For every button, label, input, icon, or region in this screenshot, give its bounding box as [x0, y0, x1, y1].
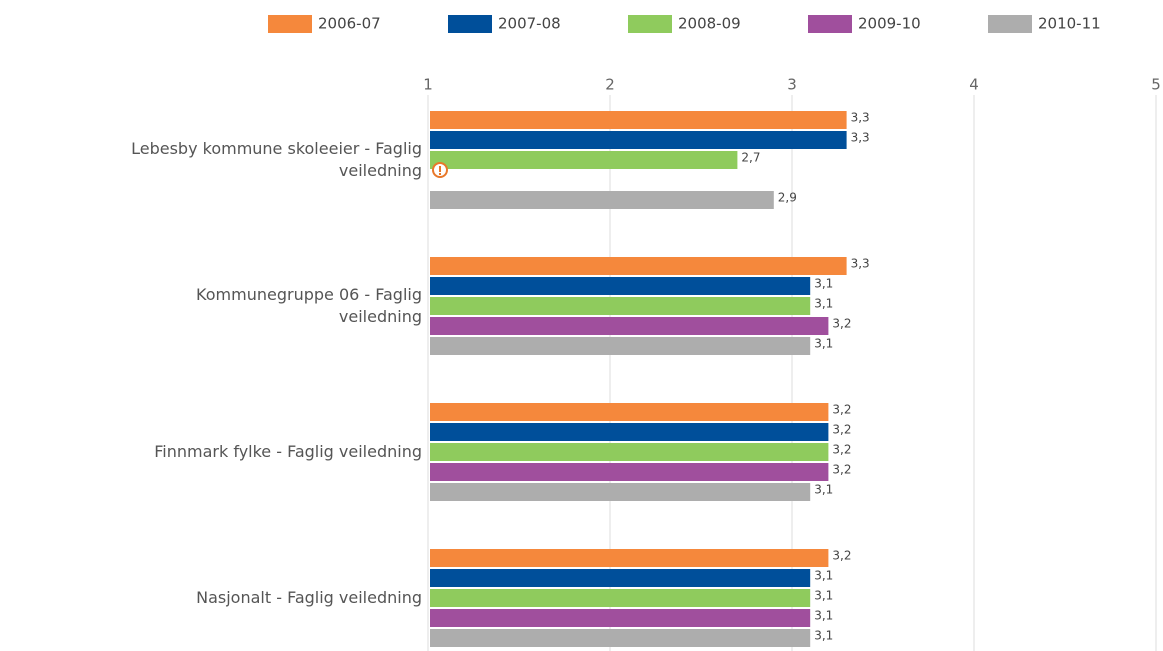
legend-swatch: [988, 15, 1032, 33]
bar: [430, 629, 811, 647]
warning-dot: [439, 173, 441, 175]
bar: [430, 151, 738, 169]
legend-swatch: [268, 15, 312, 33]
value-label: 3,2: [832, 463, 851, 477]
bar: [430, 463, 829, 481]
x-tick-label: 3: [787, 76, 797, 94]
bar: [430, 589, 811, 607]
category-label: Finnmark fylke - Faglig veiledning: [154, 442, 422, 461]
value-label: 3,2: [832, 317, 851, 331]
value-label: 3,2: [832, 423, 851, 437]
legend-label: 2006-07: [318, 15, 381, 33]
x-tick-label: 4: [969, 76, 979, 94]
bar: [430, 111, 847, 129]
bar: [430, 403, 829, 421]
legend-swatch: [808, 15, 852, 33]
legend-label: 2008-09: [678, 15, 741, 33]
warning-icon: [432, 162, 448, 178]
legend-swatch: [628, 15, 672, 33]
value-label: 3,3: [851, 131, 870, 145]
x-tick-label: 2: [605, 76, 615, 94]
bar: [430, 191, 774, 209]
value-label: 3,2: [832, 443, 851, 457]
value-label: 3,1: [814, 483, 833, 497]
category-label: Lebesby kommune skoleeier - Faglig veile…: [131, 139, 422, 180]
category-label: Nasjonalt - Faglig veiledning: [196, 588, 422, 607]
bar: [430, 257, 847, 275]
bar: [430, 317, 829, 335]
value-label: 2,7: [741, 151, 760, 165]
value-label: 3,1: [814, 589, 833, 603]
value-label: 3,3: [851, 257, 870, 271]
category-label: Kommunegruppe 06 - Faglig veiledning: [196, 285, 422, 326]
legend-swatch: [448, 15, 492, 33]
value-label: 3,1: [814, 629, 833, 643]
value-label: 3,1: [814, 297, 833, 311]
x-tick-label: 1: [423, 76, 433, 94]
value-label: 3,2: [832, 403, 851, 417]
value-label: 3,3: [851, 111, 870, 125]
legend-label: 2007-08: [498, 15, 561, 33]
bar: [430, 549, 829, 567]
legend-label: 2009-10: [858, 15, 921, 33]
value-label: 3,2: [832, 549, 851, 563]
warning-mark: [439, 166, 441, 172]
bar: [430, 569, 811, 587]
legend-label: 2010-11: [1038, 15, 1101, 33]
bar: [430, 483, 811, 501]
bar: [430, 609, 811, 627]
value-label: 3,1: [814, 569, 833, 583]
bar: [430, 337, 811, 355]
value-label: 3,1: [814, 277, 833, 291]
value-label: 3,1: [814, 609, 833, 623]
value-label: 2,9: [778, 191, 797, 205]
x-tick-label: 5: [1151, 76, 1161, 94]
bar: [430, 131, 847, 149]
bar: [430, 277, 811, 295]
value-label: 3,1: [814, 337, 833, 351]
bar: [430, 423, 829, 441]
bar: [430, 297, 811, 315]
bar: [430, 443, 829, 461]
